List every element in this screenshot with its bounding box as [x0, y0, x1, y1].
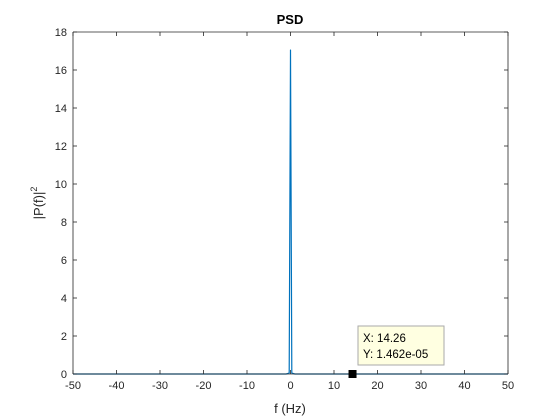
chart-title: PSD: [277, 12, 304, 27]
datatip-y-text: Y: 1.462e-05: [363, 349, 428, 361]
x-tick-label: 20: [371, 380, 383, 392]
y-axis: 0 2 4 6 8 10 12 14 16 18: [55, 27, 508, 381]
y-tick-label: 18: [55, 27, 67, 39]
y-axis-label: |P(f)|2: [29, 187, 46, 220]
y-tick-label: 16: [55, 65, 67, 77]
y-tick-label: 4: [61, 293, 67, 305]
x-tick-label: 10: [328, 380, 340, 392]
y-tick-label: 0: [61, 369, 67, 381]
x-tick-label: 0: [287, 380, 293, 392]
x-tick-label: 30: [415, 380, 427, 392]
datatip-box[interactable]: [357, 325, 445, 366]
y-tick-label: 14: [55, 103, 67, 115]
x-tick-label: -30: [152, 380, 168, 392]
y-axis-label-base: |P(f)|: [31, 192, 46, 220]
datatip[interactable]: X: 14.26 Y: 1.462e-05: [348, 325, 445, 378]
x-tick-label: 40: [458, 380, 470, 392]
y-tick-label: 2: [61, 331, 67, 343]
datatip-marker[interactable]: [348, 370, 357, 378]
x-tick-label: -10: [239, 380, 255, 392]
y-tick-label: 10: [55, 179, 67, 191]
x-tick-label: 50: [502, 380, 514, 392]
y-tick-label: 12: [55, 141, 67, 153]
x-tick-label: -40: [109, 380, 125, 392]
y-axis-label-superscript: 2: [29, 187, 39, 192]
x-tick-label: -50: [65, 380, 81, 392]
x-axis: -50 -40 -30 -20 -10 0 10 20 30 40 50: [65, 32, 514, 392]
x-axis-label: f (Hz): [274, 401, 306, 416]
x-tick-label: -20: [196, 380, 212, 392]
datatip-x-text: X: 14.26: [363, 333, 406, 345]
y-tick-label: 8: [61, 217, 67, 229]
y-tick-label: 6: [61, 255, 67, 267]
